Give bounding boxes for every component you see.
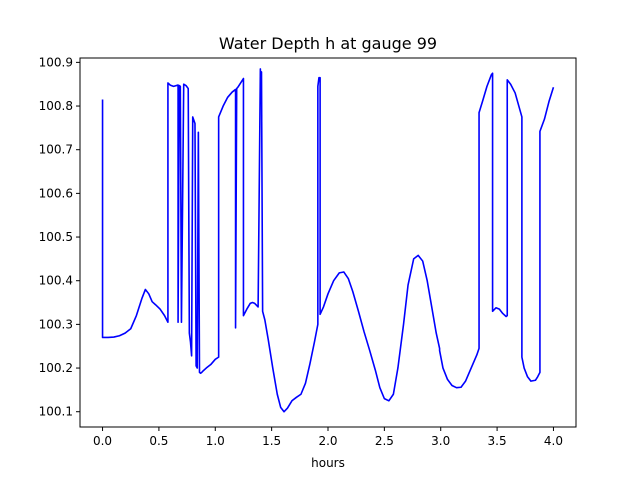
plot-area bbox=[101, 68, 555, 413]
y-axis: 100.1 100.2 100.3 100.4 100.5 100.6 100.7 100.8… bbox=[39, 55, 80, 419]
x-axis-label: hours bbox=[311, 456, 345, 470]
y-tick-label: 100.5 bbox=[39, 230, 73, 244]
x-tick-label: 4.0 bbox=[544, 434, 563, 448]
x-tick-label: 1.5 bbox=[262, 434, 281, 448]
x-tick-label: 2.0 bbox=[318, 434, 337, 448]
y-tick-label: 100.6 bbox=[39, 186, 73, 200]
series-line bbox=[101, 68, 555, 413]
x-tick-label: 1.0 bbox=[206, 434, 225, 448]
x-tick-label: 2.5 bbox=[375, 434, 394, 448]
y-tick-label: 100.9 bbox=[39, 55, 73, 69]
chart-title: Water Depth h at gauge 99 bbox=[219, 34, 437, 53]
y-tick-label: 100.4 bbox=[39, 274, 73, 288]
y-tick-label: 100.8 bbox=[39, 99, 73, 113]
x-tick-label: 0.5 bbox=[149, 434, 168, 448]
x-tick-label: 0.0 bbox=[93, 434, 112, 448]
y-tick-label: 100.2 bbox=[39, 361, 73, 375]
y-tick-label: 100.1 bbox=[39, 405, 73, 419]
y-tick-label: 100.7 bbox=[39, 143, 73, 157]
x-tick-label: 3.5 bbox=[488, 434, 507, 448]
x-tick-label: 3.0 bbox=[431, 434, 450, 448]
y-tick-label: 100.3 bbox=[39, 317, 73, 331]
x-axis: 0.0 0.5 1.0 1.5 2.0 2.5 3.0 3.5 4.0 bbox=[93, 427, 563, 448]
